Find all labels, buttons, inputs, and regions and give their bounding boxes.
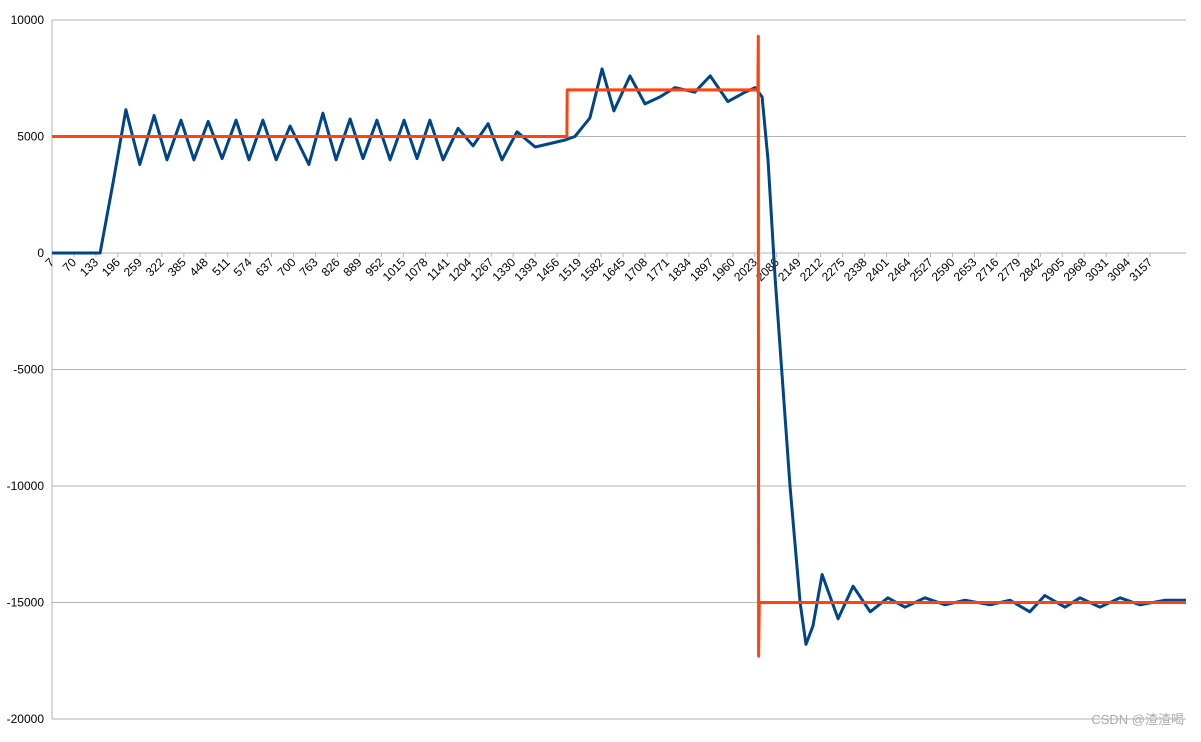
x-tick-label: 3157 [1126,255,1155,284]
x-tick-label: 637 [253,255,277,279]
y-tick-label: -10000 [7,479,45,493]
x-tick-label: 1330 [490,255,519,284]
x-tick-label: 2590 [929,255,958,284]
x-tick-label: 2716 [973,255,1002,284]
x-tick-label: 1267 [468,255,497,284]
x-tick-label: 3031 [1083,255,1112,284]
x-tick-label: 448 [187,255,211,279]
x-tick-label: 2779 [995,255,1024,284]
x-tick-label: 511 [209,255,233,279]
series-line [52,34,1186,658]
x-tick-label: 196 [99,255,123,279]
x-tick-label: 2401 [863,255,892,284]
y-tick-label: -20000 [7,712,45,726]
x-tick-label: 1141 [424,255,452,283]
x-tick-label: 763 [297,255,321,279]
x-tick-label: 1645 [599,255,628,284]
x-tick-label: 7 [42,255,57,270]
x-tick-label: 2653 [951,255,980,284]
x-tick-label: 2464 [885,255,914,284]
x-tick-label: 1519 [555,255,584,284]
x-tick-label: 1393 [512,255,541,284]
x-tick-label: 70 [60,255,80,275]
x-tick-label: 889 [341,255,365,279]
x-tick-label: 133 [77,255,101,279]
x-tick-label: 2527 [907,255,936,284]
x-tick-label: 1015 [380,255,409,284]
x-tick-label: 700 [275,255,299,279]
x-tick-label: 1960 [709,255,738,284]
y-tick-label: -5000 [13,363,44,377]
y-tick-label: 5000 [17,130,44,144]
x-tick-label: 2968 [1061,255,1090,284]
x-tick-label: 1834 [665,255,694,284]
x-tick-label: 2905 [1039,255,1068,284]
x-tick-label: 1582 [577,255,606,284]
x-tick-label: 2023 [731,255,760,284]
x-tick-label: 574 [231,255,255,279]
x-tick-label: 826 [319,255,343,279]
x-tick-label: 385 [165,255,189,279]
y-tick-label: -15000 [7,596,45,610]
y-tick-label: 10000 [11,13,45,27]
x-tick-label: 3094 [1104,255,1133,284]
series-line [52,67,1186,646]
x-tick-label: 322 [143,255,167,279]
x-tick-label: 259 [121,255,145,279]
x-tick-label: 2275 [819,255,848,284]
x-tick-label: 1771 [643,255,672,284]
x-tick-label: 2149 [775,255,804,284]
x-tick-label: 1708 [621,255,650,284]
x-tick-label: 1897 [687,255,716,284]
y-tick-label: 0 [37,246,44,260]
x-tick-label: 1078 [402,255,431,284]
x-tick-label: 2212 [797,255,826,284]
x-tick-label: 2338 [841,255,870,284]
x-tick-label: 2842 [1017,255,1046,284]
x-tick-label: 1456 [533,255,562,284]
x-tick-label: 1204 [446,255,475,284]
